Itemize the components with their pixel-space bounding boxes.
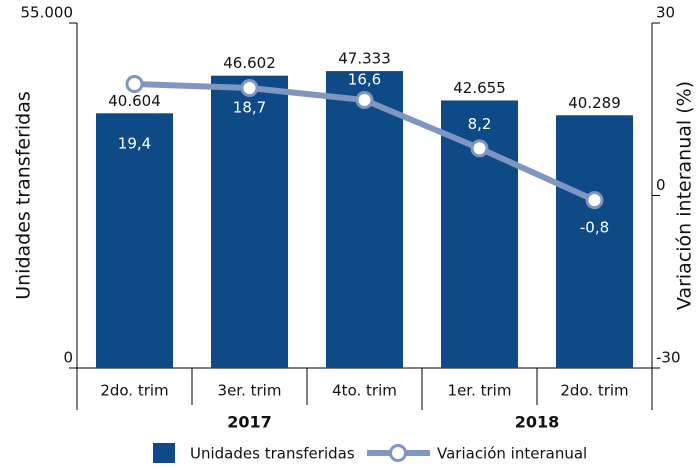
bar-value-label: 47.333 [338,50,391,68]
line-value-label: 18,7 [233,98,266,116]
bar-value-label: 46.602 [223,54,276,72]
x-tick-label: 1er. trim [448,382,512,400]
x-tick-label: 2do. trim [100,382,168,400]
x-tick-label: 4to. trim [332,382,397,400]
bar [211,75,288,369]
y-tick-label: 55.000 [21,4,74,22]
line-value-label: 16,6 [348,71,381,89]
group-label: 2017 [227,413,272,432]
y2-axis-title: Variación interanual (%) [674,81,696,310]
group-label: 2018 [515,413,560,432]
bar-value-label: 40.289 [568,94,621,112]
line-value-label: -0,8 [580,219,609,237]
line-point [125,74,144,93]
line-value-label: 8,2 [468,115,492,133]
line-point [470,139,489,158]
line-value-label: 19,4 [118,134,151,152]
bar [326,71,403,368]
bar [556,115,633,368]
legend-point [389,444,407,462]
legend-label: Unidades transferidas [190,445,355,463]
line-point [240,78,259,97]
y-tick-label: 0 [63,349,73,367]
y2-tick-label: -30 [656,349,681,367]
y2-tick-label: 0 [656,176,666,194]
line-point [355,91,374,110]
legend-swatch [153,443,175,463]
legend-label: Variación interanual [437,445,587,463]
y2-tick-label: 30 [656,4,675,22]
x-tick-label: 3er. trim [218,382,282,400]
line-point [585,191,604,210]
bar-value-label: 40.604 [108,92,161,110]
y-axis-title: Unidades transferidas [13,91,35,300]
bar-value-label: 42.655 [453,79,506,97]
bar [96,113,173,368]
x-tick-label: 2do. trim [560,382,628,400]
